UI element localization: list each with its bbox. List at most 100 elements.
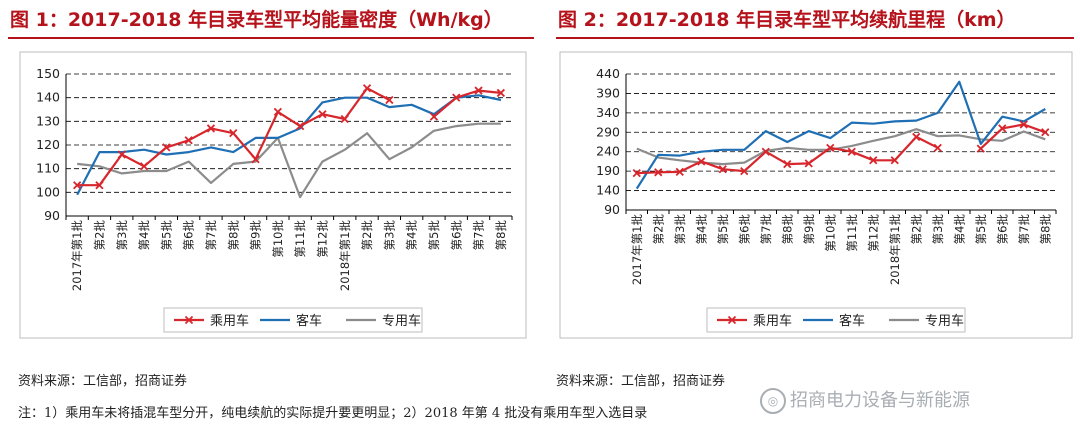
chart-frame: [19, 51, 527, 339]
data-point-marker: [95, 181, 104, 190]
y-tick-label: 140: [36, 90, 60, 105]
x-tick-label: 第9批: [249, 220, 263, 251]
legend-item-客车: 客车: [260, 313, 322, 329]
watermark: ◎ 招商电力设备与新能源: [760, 386, 970, 414]
data-point-marker: [340, 114, 349, 124]
x-tick-label: 第6批: [737, 214, 751, 245]
x-tick-label: 第2批: [92, 220, 106, 251]
chart-title-energy-density: 图 1：2017-2018 年目录车型平均能量密度（Wh/kg）: [10, 9, 503, 31]
footnote: 注：1）乘用车未将插混车型分开，纯电续航的实际提升要更明显；2）2018 年第 …: [18, 406, 648, 421]
x-tick-label: 第11批: [293, 220, 307, 258]
data-point-marker: [362, 84, 372, 93]
data-point-marker: [139, 162, 149, 171]
legend-label: 客车: [839, 313, 865, 329]
data-point-marker: [385, 95, 394, 105]
legend-item-乘用车: 乘用车: [174, 313, 249, 329]
data-point-marker: [933, 143, 942, 152]
x-tick-label: 第6批: [182, 220, 196, 251]
series-line-客车: [635, 80, 1046, 190]
x-tick-label: 2017年第1批: [70, 220, 84, 292]
legend-label: 乘用车: [753, 313, 792, 329]
x-tick-label: 第3批: [115, 220, 129, 251]
data-point-marker: [740, 167, 749, 176]
data-point-marker: [890, 156, 899, 165]
data-point-marker: [229, 129, 238, 138]
y-tick-label: 90: [604, 202, 620, 217]
y-tick-label: 130: [36, 113, 60, 128]
title-divider: [556, 37, 1074, 39]
y-tick-label: 440: [596, 66, 620, 81]
x-tick-label: 第12批: [866, 214, 880, 252]
source-note-left: 资料来源：工信部，招商证券: [18, 374, 188, 389]
x-tick-label: 第10批: [823, 214, 837, 252]
legend-item-客车: 客车: [803, 313, 865, 329]
data-point-marker: [184, 136, 193, 145]
legend-label: 专用车: [382, 313, 421, 329]
x-tick-label: 第4批: [405, 220, 419, 251]
x-tick-label: 第12批: [315, 220, 329, 258]
x-tick-label: 第3批: [673, 214, 687, 245]
data-point-marker: [654, 168, 663, 177]
data-point-marker: [804, 159, 813, 168]
x-tick-label: 第8批: [1038, 214, 1052, 245]
x-tick-label: 第8批: [494, 220, 508, 251]
x-tick-label: 第5批: [427, 220, 441, 251]
x-tick-label: 第4批: [694, 214, 708, 245]
data-point-marker: [1041, 128, 1050, 137]
data-point-marker: [826, 143, 835, 152]
x-tick-label: 第6批: [995, 214, 1009, 245]
data-point-marker: [869, 156, 878, 165]
x-tick-label: 第3批: [382, 220, 396, 251]
x-tick-label: 第6批: [449, 220, 463, 251]
data-point-marker: [912, 132, 921, 142]
x-tick-label: 2017年第1批: [630, 214, 644, 286]
data-point-marker: [761, 147, 770, 156]
data-point-marker: [998, 124, 1007, 133]
chart-legend: 乘用车 客车 专用车: [706, 307, 966, 333]
legend-label: 专用车: [925, 313, 964, 329]
data-point-marker: [632, 168, 641, 178]
series-line-专用车: [77, 122, 501, 199]
x-tick-label: 第11批: [845, 214, 859, 252]
data-point-marker: [318, 110, 327, 119]
x-tick-label: 第7批: [759, 214, 773, 245]
wechat-icon: ◎: [760, 388, 786, 414]
data-point-marker: [496, 88, 505, 98]
y-tick-label: 140: [596, 183, 620, 198]
x-tick-label: 2018年第1批: [888, 214, 902, 286]
x-tick-label: 第4批: [952, 214, 966, 245]
x-tick-label: 第2批: [651, 214, 665, 245]
x-tick-label: 第10批: [271, 220, 285, 258]
title-divider: [8, 37, 534, 39]
legend-label: 客车: [296, 313, 322, 329]
y-tick-label: 340: [596, 105, 620, 120]
x-tick-label: 第7批: [472, 220, 486, 251]
y-tick-label: 110: [36, 161, 60, 176]
legend-item-乘用车: 乘用车: [717, 313, 792, 329]
data-point-marker: [718, 165, 727, 174]
x-tick-label: 第2批: [909, 214, 923, 245]
y-tick-label: 390: [596, 85, 620, 100]
data-point-marker: [429, 112, 439, 121]
x-tick-label: 第5批: [159, 220, 173, 251]
x-tick-label: 第5批: [716, 214, 730, 245]
data-point-marker: [296, 121, 305, 131]
chart-title-driving-range: 图 2：2017-2018 年目录车型平均续航里程（km）: [558, 9, 1016, 31]
data-point-marker: [847, 147, 856, 156]
data-point-marker: [206, 124, 216, 133]
data-point-marker: [251, 155, 260, 164]
data-point-marker: [162, 143, 171, 152]
x-tick-label: 第8批: [226, 220, 240, 251]
x-tick-label: 第3批: [931, 214, 945, 245]
chart-legend: 乘用车 客车 专用车: [163, 307, 423, 333]
x-tick-label: 第8批: [780, 214, 794, 245]
legend-label: 乘用车: [210, 313, 249, 329]
y-tick-label: 190: [596, 163, 620, 178]
y-tick-label: 150: [36, 66, 60, 81]
y-tick-label: 290: [596, 124, 620, 139]
data-point-marker: [976, 144, 985, 153]
legend-item-专用车: 专用车: [889, 313, 964, 329]
x-tick-label: 第7批: [1017, 214, 1031, 245]
